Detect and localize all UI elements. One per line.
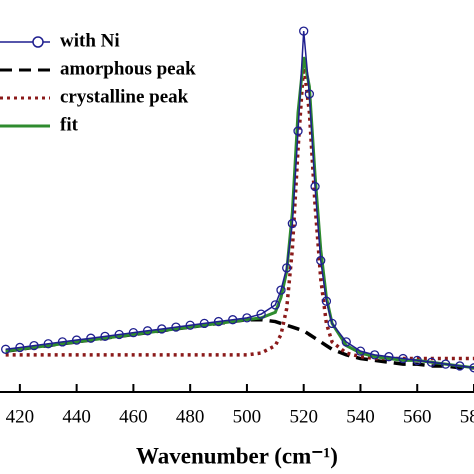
data-point (282, 263, 292, 273)
data-point (15, 342, 25, 353)
data-point (71, 335, 82, 345)
data-point (128, 327, 139, 338)
x-tick-label: 420 (6, 406, 35, 427)
x-axis-label: Wavenumber (cm⁻¹) (136, 443, 338, 468)
data-point (287, 218, 297, 229)
data-point (171, 322, 181, 332)
x-tick-label: 560 (403, 406, 432, 427)
data-point (455, 361, 465, 371)
data-point (270, 300, 280, 310)
series-line (5, 31, 474, 369)
data-point (370, 350, 380, 360)
data-point (398, 353, 408, 364)
data-point (199, 318, 210, 329)
data-point (384, 352, 394, 362)
data-point (1, 344, 11, 354)
series-line (5, 64, 474, 361)
x-tick-label: 540 (346, 406, 375, 427)
data-point (256, 309, 266, 319)
legend-label: amorphous peak (60, 58, 196, 79)
legend-label: crystalline peak (60, 86, 189, 107)
data-point (293, 126, 303, 136)
data-point (213, 316, 224, 327)
data-point (43, 339, 53, 349)
data-point (57, 337, 68, 347)
x-tick-label: 500 (233, 406, 262, 427)
data-point (316, 255, 326, 266)
x-tick-label: 520 (289, 406, 318, 427)
data-point (142, 326, 153, 336)
data-point (157, 324, 167, 334)
data-point (100, 331, 110, 342)
data-point (321, 296, 332, 306)
legend-marker (32, 36, 44, 48)
data-point (29, 340, 39, 351)
series-line (5, 56, 474, 370)
data-point (242, 313, 252, 323)
data-point (355, 346, 366, 356)
data-point (86, 333, 96, 343)
data-point (327, 318, 337, 329)
data-point (440, 359, 451, 369)
data-point (426, 357, 437, 367)
data-point (114, 329, 124, 340)
x-tick-label: 460 (119, 406, 148, 427)
data-point (185, 320, 195, 330)
x-tick-label: 580 (460, 406, 474, 427)
data-point (228, 315, 238, 325)
legend-label: with Ni (60, 30, 120, 51)
x-tick-label: 440 (62, 406, 91, 427)
data-point (310, 181, 320, 192)
x-tick-label: 480 (176, 406, 205, 427)
data-point (299, 26, 309, 36)
data-point (304, 89, 315, 99)
data-point (469, 363, 474, 373)
data-point (276, 285, 286, 295)
data-point (341, 337, 351, 347)
data-point (412, 355, 422, 366)
series-line (5, 317, 474, 370)
legend-label: fit (60, 114, 79, 135)
